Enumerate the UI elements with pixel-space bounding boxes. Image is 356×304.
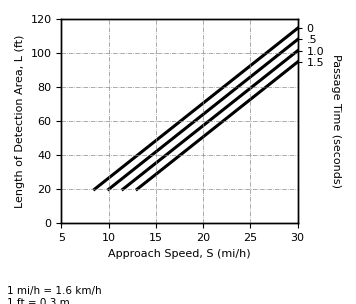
X-axis label: Approach Speed, S (mi/h): Approach Speed, S (mi/h) (108, 249, 251, 259)
Text: 1 ft = 0.3 m: 1 ft = 0.3 m (7, 298, 70, 304)
Y-axis label: Passage Time (seconds): Passage Time (seconds) (331, 54, 341, 188)
Y-axis label: Length of Detection Area, L (ft): Length of Detection Area, L (ft) (15, 34, 25, 208)
Text: 1 mi/h = 1.6 km/h: 1 mi/h = 1.6 km/h (7, 286, 102, 296)
